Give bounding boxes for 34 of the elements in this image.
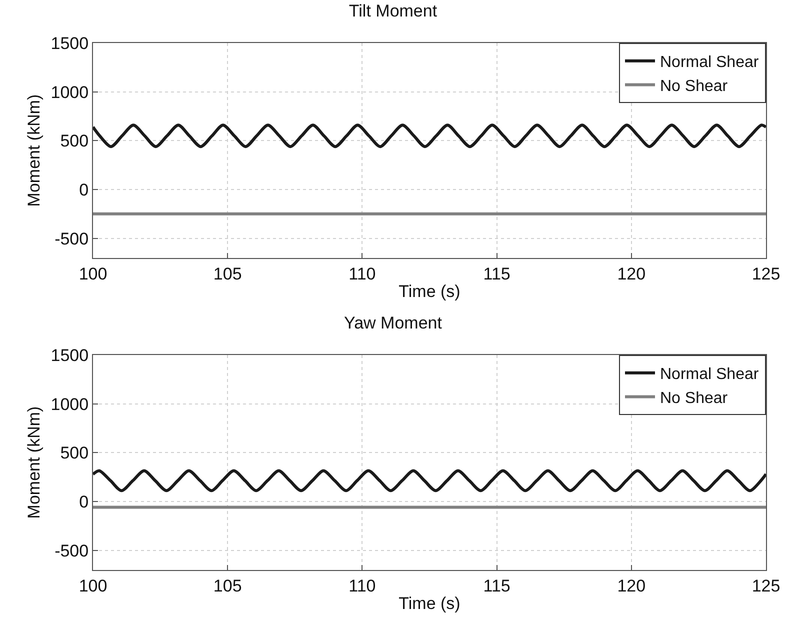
legend-label: No Shear xyxy=(660,390,728,407)
y-tick-label: 1000 xyxy=(50,394,89,414)
y-tick-label: 0 xyxy=(79,492,89,512)
x-axis-title: Time (s) xyxy=(398,282,460,301)
y-tick-label: 1500 xyxy=(50,34,89,53)
y-tick-label: 1000 xyxy=(50,82,89,102)
y-tick-label: 0 xyxy=(79,180,89,200)
chart-title: Yaw Moment xyxy=(344,314,442,333)
x-tick-label: 100 xyxy=(78,264,108,284)
x-tick-label: 110 xyxy=(348,576,376,596)
chart-title: Tilt Moment xyxy=(348,2,438,21)
x-tick-label: 120 xyxy=(617,264,646,284)
y-tick-label: 500 xyxy=(60,444,89,463)
x-tick-label: 100 xyxy=(78,576,108,596)
y-tick-label: -500 xyxy=(54,541,89,560)
y-tick-label: 500 xyxy=(60,132,89,151)
x-tick-label: 105 xyxy=(213,576,242,596)
line-series xyxy=(93,469,766,492)
y-tick-label: -500 xyxy=(54,229,89,248)
y-tick-label: 1500 xyxy=(50,346,89,365)
x-tick-label: 105 xyxy=(213,264,242,284)
x-tick-label: 110 xyxy=(348,264,376,284)
legend-label: No Shear xyxy=(660,78,728,95)
line-series xyxy=(93,124,766,148)
legend-label: Normal Shear xyxy=(660,54,760,72)
x-axis-title: Time (s) xyxy=(398,594,460,613)
x-tick-label: 125 xyxy=(752,576,780,596)
y-axis-title: Moment (kNm) xyxy=(24,94,44,207)
x-tick-label: 120 xyxy=(617,576,646,596)
y-axis-title: Moment (kNm) xyxy=(24,406,44,519)
x-tick-label: 115 xyxy=(483,264,510,284)
legend-label: Normal Shear xyxy=(660,366,760,384)
x-tick-label: 115 xyxy=(483,576,510,596)
x-tick-label: 125 xyxy=(752,264,780,284)
